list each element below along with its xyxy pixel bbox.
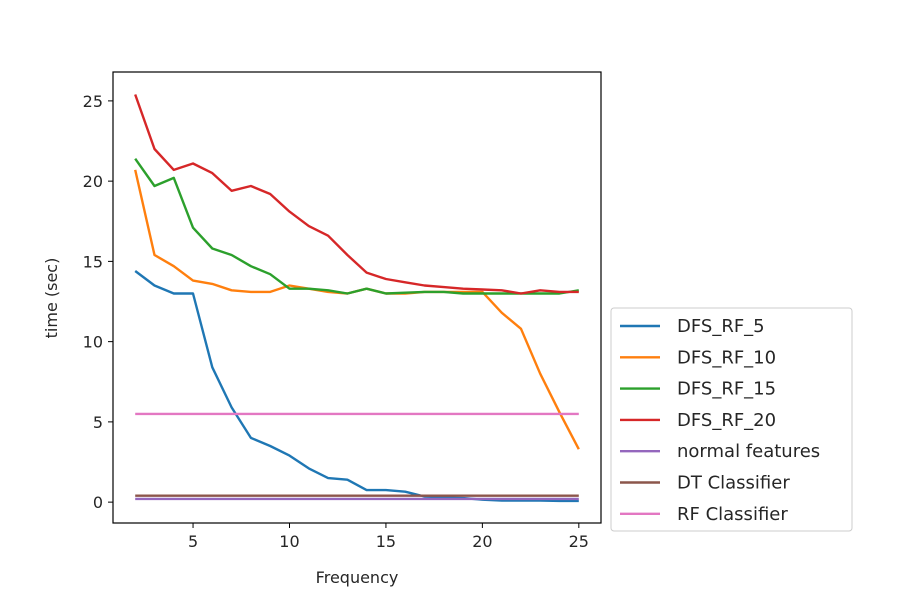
legend-frame — [610, 307, 853, 532]
y-axis-title: time (sec) — [42, 258, 61, 339]
series-layer — [134, 94, 580, 503]
plot-area-frame — [112, 71, 602, 524]
legend: DFS_RF_5 DFS_RF_10 DFS_RF_15 DFS_RF_20norma… — [610, 307, 853, 532]
x-tick-label: 10 — [279, 532, 299, 551]
series-line-dfs-rf-20 — [134, 94, 579, 295]
legend-label: RF Classifier — [677, 504, 788, 525]
x-tick-label: 20 — [472, 532, 492, 551]
legend-label: DT Classifier — [677, 473, 790, 494]
legend-label: DFS_RF_20 — [677, 410, 776, 431]
y-tick-label: 5 — [93, 413, 103, 432]
y-tick-label: 0 — [93, 493, 103, 512]
x-tick-label: 25 — [569, 532, 589, 551]
x-tick-label: 5 — [188, 532, 198, 551]
x-tick-label: 15 — [376, 532, 396, 551]
plot-area-background — [113, 72, 601, 523]
series-line-dfs-rf-15 — [134, 158, 579, 295]
legend-label: normal features — [677, 441, 820, 462]
legend-label: DFS_RF_15 — [677, 379, 776, 400]
y-tick-label: 10 — [83, 333, 103, 352]
axis-layer: 5 10 15 20 25 0 5 10 15 20 25 — [83, 92, 589, 551]
y-tick-label: 15 — [83, 252, 103, 271]
series-line-dfs-rf-5 — [134, 270, 579, 503]
legend-label: DFS_RF_10 — [677, 347, 776, 368]
legend-label: DFS_RF_5 — [677, 316, 765, 337]
y-tick-label: 20 — [83, 172, 103, 191]
x-axis-title: Frequency — [316, 568, 399, 587]
y-tick-label: 25 — [83, 92, 103, 111]
